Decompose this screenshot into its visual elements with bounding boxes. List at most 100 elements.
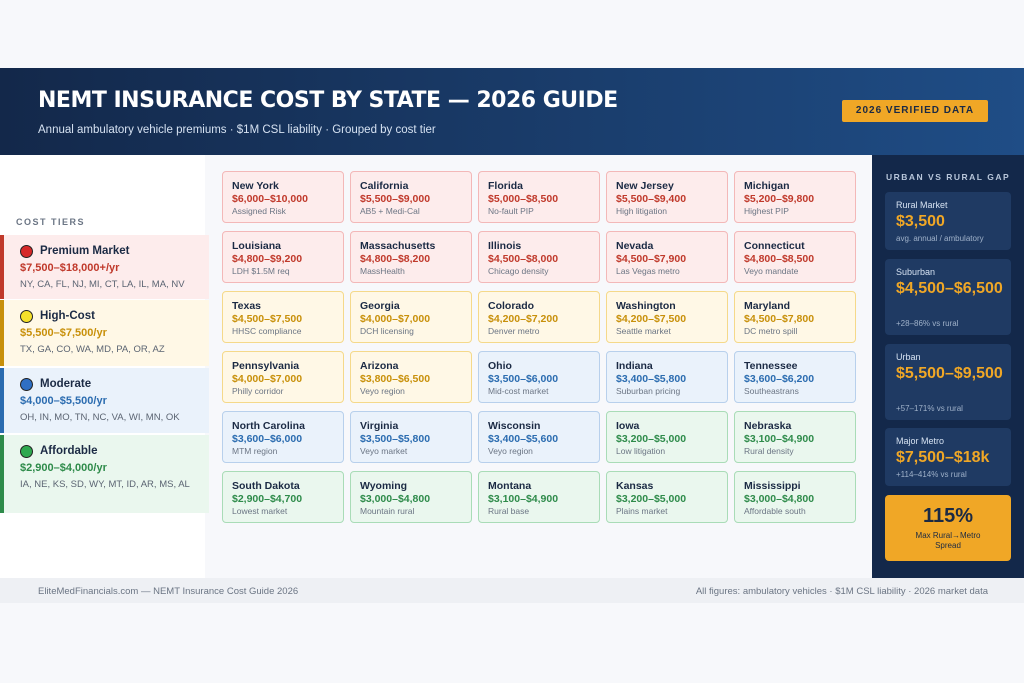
- gap-label: Urban: [896, 352, 921, 362]
- state-range: $3,100–$4,900: [488, 493, 559, 505]
- state-range: $6,000–$10,000: [232, 193, 308, 205]
- state-card: North Carolina $3,600–$6,000 MTM region: [222, 411, 344, 463]
- state-note: Low litigation: [616, 446, 666, 456]
- state-card: Virginia $3,500–$5,800 Veyo market: [350, 411, 472, 463]
- state-name: Connecticut: [744, 240, 805, 252]
- state-note: Lowest market: [232, 506, 288, 516]
- gap-note: avg. annual / ambulatory: [896, 234, 984, 243]
- state-card: Massachusetts $4,800–$8,200 MassHealth: [350, 231, 472, 283]
- tier-range: $7,500–$18,000+/yr: [20, 262, 120, 274]
- state-range: $5,500–$9,400: [616, 193, 687, 205]
- state-note: Veyo market: [360, 446, 408, 456]
- state-card: Illinois $4,500–$8,000 Chicago density: [478, 231, 600, 283]
- state-range: $3,800–$6,500: [360, 373, 431, 385]
- footer-right: All figures: ambulatory vehicles · $1M C…: [695, 586, 988, 597]
- gap-value: $7,500–$18k: [896, 449, 990, 466]
- tier: High-Cost $5,500–$7,500/yr TX, GA, CO, WA,…: [0, 300, 209, 366]
- state-card: Ohio $3,500–$6,000 Mid-cost market: [478, 351, 600, 403]
- state-note: Mid-cost market: [488, 386, 549, 396]
- state-name: Massachusetts: [360, 240, 436, 252]
- state-note: Mountain rural: [360, 506, 415, 516]
- state-name: California: [360, 180, 409, 192]
- state-range: $3,400–$5,800: [616, 373, 687, 385]
- state-name: Tennessee: [744, 360, 798, 372]
- state-name: Maryland: [744, 300, 791, 312]
- tier-states: NY, CA, FL, NJ, MI, CT, LA, IL, MA, NV: [20, 279, 185, 290]
- tier-states: TX, GA, CO, WA, MD, PA, OR, AZ: [20, 344, 165, 355]
- state-name: Virginia: [360, 420, 399, 432]
- state-name: Kansas: [616, 480, 654, 492]
- state-name: Colorado: [488, 300, 535, 312]
- tier: Premium Market $7,500–$18,000+/yr NY, CA, …: [0, 235, 209, 299]
- title: NEMT INSURANCE COST BY STATE — 2026 GUID…: [38, 88, 618, 113]
- state-card: Louisiana $4,800–$9,200 LDH $1.5M req: [222, 231, 344, 283]
- state-card: Michigan $5,200–$9,800 Highest PIP: [734, 171, 856, 223]
- state-note: High litigation: [616, 206, 668, 216]
- gap-note: +28–86% vs rural: [896, 319, 959, 328]
- gap-item: Rural Market $3,500 avg. annual / ambulato…: [885, 192, 1011, 250]
- tier-dot: [20, 378, 33, 391]
- state-range: $3,100–$4,900: [744, 433, 815, 445]
- state-range: $4,800–$9,200: [232, 253, 303, 265]
- state-card: South Dakota $2,900–$4,700 Lowest market: [222, 471, 344, 523]
- state-card: Montana $3,100–$4,900 Rural base: [478, 471, 600, 523]
- state-card: Wisconsin $3,400–$5,600 Veyo region: [478, 411, 600, 463]
- state-card: Nebraska $3,100–$4,900 Rural density: [734, 411, 856, 463]
- state-range: $3,200–$5,000: [616, 493, 687, 505]
- tier-name: Affordable: [40, 445, 98, 457]
- tier-dot: [20, 245, 33, 258]
- state-note: Chicago density: [488, 266, 549, 276]
- state-name: Georgia: [360, 300, 400, 312]
- gap-value: $5,500–$9,500: [896, 365, 1003, 382]
- tier-range: $5,500–$7,500/yr: [20, 327, 107, 339]
- state-note: Affordable south: [744, 506, 806, 516]
- tier-states: IA, NE, KS, SD, WY, MT, ID, AR, MS, AL: [20, 479, 190, 490]
- state-note: DCH licensing: [360, 326, 414, 336]
- state-note: Seattle market: [616, 326, 671, 336]
- state-range: $5,500–$9,000: [360, 193, 431, 205]
- state-name: Nevada: [616, 240, 654, 252]
- state-note: Assigned Risk: [232, 206, 286, 216]
- state-note: DC metro spill: [744, 326, 798, 336]
- gap-label: Rural Market: [896, 200, 948, 210]
- tier-name: Moderate: [40, 378, 92, 390]
- tier-range: $2,900–$4,000/yr: [20, 462, 107, 474]
- state-note: Suburban pricing: [616, 386, 681, 396]
- state-note: No-fault PIP: [488, 206, 534, 216]
- state-note: Rural density: [744, 446, 794, 456]
- state-card: Mississippi $3,000–$4,800 Affordable south: [734, 471, 856, 523]
- state-note: Veyo mandate: [744, 266, 799, 276]
- state-range: $3,400–$5,600: [488, 433, 559, 445]
- state-card: New York $6,000–$10,000 Assigned Risk: [222, 171, 344, 223]
- tier-dot: [20, 445, 33, 458]
- state-range: $4,500–$8,000: [488, 253, 559, 265]
- state-range: $4,500–$7,900: [616, 253, 687, 265]
- state-note: Rural base: [488, 506, 530, 516]
- gap-note: +57–171% vs rural: [896, 404, 963, 413]
- gap-label: Suburban: [896, 267, 936, 277]
- state-name: Indiana: [616, 360, 653, 372]
- state-note: HHSC compliance: [232, 326, 302, 336]
- state-card: Pennsylvania $4,000–$7,000 Philly corridor: [222, 351, 344, 403]
- tier-panel: COST TIERS Premium Market $7,500–$18,000+…: [0, 155, 209, 578]
- gap-value: $3,500: [896, 213, 945, 230]
- tier-states: OH, IN, MO, TN, NC, VA, WI, MN, OK: [20, 412, 180, 423]
- state-note: Veyo region: [488, 446, 533, 456]
- state-card: Indiana $3,400–$5,800 Suburban pricing: [606, 351, 728, 403]
- gap-item: Urban $5,500–$9,500 +57–171% vs rural: [885, 344, 1011, 420]
- gap-note: +114–414% vs rural: [896, 470, 967, 479]
- state-card: Nevada $4,500–$7,900 Las Vegas metro: [606, 231, 728, 283]
- state-card: Wyoming $3,000–$4,800 Mountain rural: [350, 471, 472, 523]
- state-range: $3,600–$6,200: [744, 373, 815, 385]
- gap-item: Suburban $4,500–$6,500 +28–86% vs rural: [885, 259, 1011, 335]
- state-note: Philly corridor: [232, 386, 284, 396]
- state-range: $4,500–$7,800: [744, 313, 815, 325]
- state-card: Texas $4,500–$7,500 HHSC compliance: [222, 291, 344, 343]
- state-name: Montana: [488, 480, 532, 492]
- state-card: New Jersey $5,500–$9,400 High litigation: [606, 171, 728, 223]
- footer: EliteMedFinancials.com — NEMT Insurance …: [0, 578, 1024, 603]
- state-range: $4,000–$7,000: [360, 313, 431, 325]
- state-range: $4,200–$7,500: [616, 313, 687, 325]
- state-note: Denver metro: [488, 326, 540, 336]
